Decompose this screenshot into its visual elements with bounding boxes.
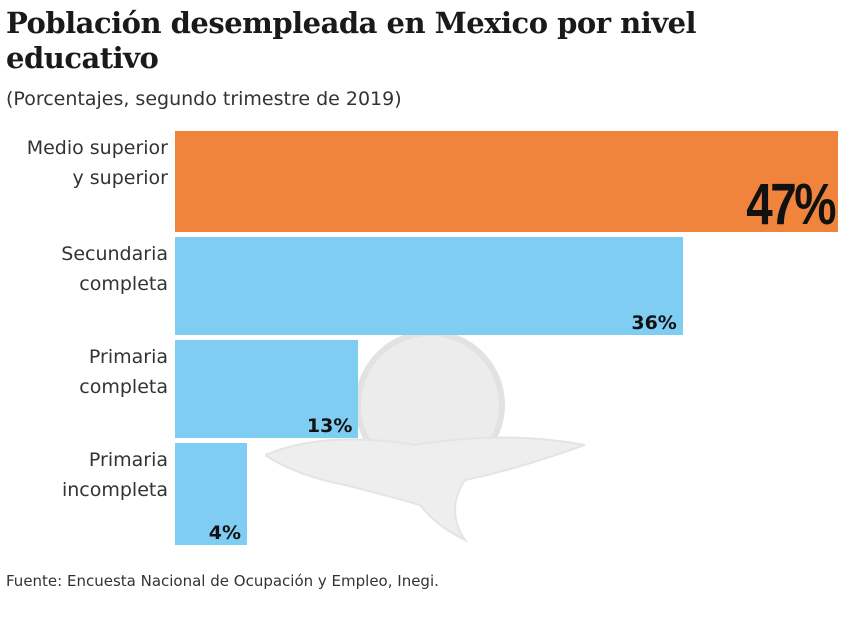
bar: 36% [175, 237, 683, 335]
category-label-line: incompleta [61, 479, 168, 501]
category-label: Secundaria completa [61, 239, 168, 299]
value-label: 13% [306, 415, 353, 437]
bar: 4% [175, 443, 247, 545]
chart-subtitle: (Porcentajes, segundo trimestre de 2019) [6, 88, 402, 110]
inegi-watermark-logo [265, 335, 585, 543]
category-label: Primaria completa [79, 342, 168, 402]
category-label-line: y superior [72, 167, 168, 189]
value-label: 4% [208, 522, 241, 544]
category-label-line: completa [79, 273, 168, 295]
chart-title: Población desempleada en Mexico por nive… [6, 6, 697, 75]
category-label: Medio superior y superior [27, 133, 168, 193]
category-label-line: Medio superior [26, 137, 168, 159]
bar: 47% [175, 131, 838, 237]
bar-row: Secundaria completa 36% [0, 237, 845, 335]
category-label-line: Primaria [88, 346, 168, 368]
category-label-line: Primaria [88, 449, 168, 471]
category-label-line: Secundaria [61, 243, 168, 265]
bar-row: Medio superior y superior 47% [0, 131, 845, 237]
category-label-line: completa [79, 376, 168, 398]
bar-row: Primaria completa 13% [0, 340, 845, 438]
bar-row: Primaria incompleta 4% [0, 443, 845, 545]
category-label: Primaria incompleta [62, 445, 168, 505]
value-label: 36% [631, 312, 677, 334]
chart-source: Fuente: Encuesta Nacional de Ocupación y… [6, 572, 439, 590]
bar: 13% [175, 340, 359, 438]
value-label: 47% [746, 172, 836, 237]
